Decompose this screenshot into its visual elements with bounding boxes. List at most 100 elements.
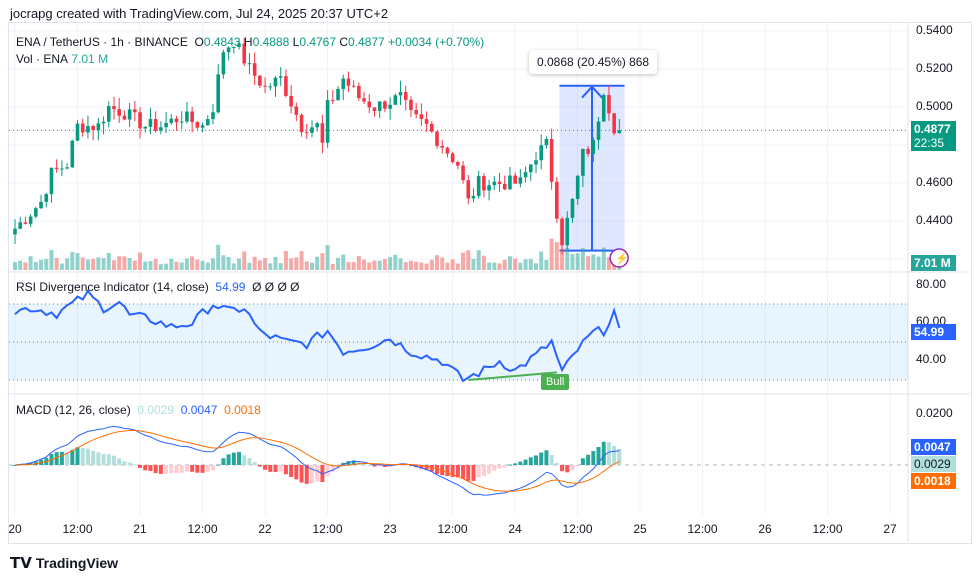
candle[interactable] bbox=[575, 175, 580, 199]
candle[interactable] bbox=[409, 99, 413, 111]
volume-label[interactable]: Vol · ENA bbox=[16, 52, 69, 66]
candle[interactable] bbox=[112, 106, 116, 110]
candle[interactable] bbox=[367, 101, 372, 108]
candle[interactable] bbox=[336, 88, 340, 101]
candle[interactable] bbox=[482, 176, 486, 191]
candle[interactable] bbox=[508, 175, 512, 190]
candle[interactable] bbox=[252, 63, 257, 76]
candle[interactable] bbox=[539, 145, 544, 161]
candle[interactable] bbox=[351, 85, 356, 87]
candle[interactable] bbox=[273, 77, 278, 87]
candle[interactable] bbox=[377, 101, 382, 112]
candle[interactable] bbox=[216, 74, 220, 113]
candle[interactable] bbox=[534, 160, 538, 165]
candle[interactable] bbox=[23, 222, 28, 224]
candle[interactable] bbox=[127, 109, 132, 120]
candle[interactable] bbox=[310, 127, 314, 133]
candle[interactable] bbox=[461, 165, 465, 181]
candle[interactable] bbox=[383, 101, 387, 109]
candle[interactable] bbox=[49, 167, 54, 195]
chart-frame[interactable] bbox=[8, 22, 972, 544]
candle[interactable] bbox=[492, 181, 497, 186]
candle[interactable] bbox=[440, 145, 445, 148]
candle[interactable] bbox=[80, 123, 85, 133]
candle[interactable] bbox=[200, 125, 205, 128]
candle[interactable] bbox=[211, 112, 215, 120]
candle[interactable] bbox=[398, 92, 403, 96]
candle[interactable] bbox=[91, 126, 95, 131]
candle[interactable] bbox=[299, 114, 304, 133]
candle[interactable] bbox=[346, 78, 351, 86]
candle[interactable] bbox=[320, 123, 325, 143]
candle[interactable] bbox=[341, 78, 346, 89]
candle[interactable] bbox=[284, 76, 288, 96]
candle[interactable] bbox=[560, 218, 564, 246]
candle[interactable] bbox=[96, 123, 101, 131]
candle[interactable] bbox=[247, 63, 252, 65]
candle[interactable] bbox=[174, 118, 179, 123]
candle[interactable] bbox=[13, 228, 17, 235]
candle[interactable] bbox=[513, 175, 517, 184]
candle[interactable] bbox=[565, 217, 570, 246]
candle[interactable] bbox=[101, 121, 106, 124]
candle[interactable] bbox=[185, 111, 189, 122]
candle[interactable] bbox=[133, 109, 137, 113]
candle[interactable] bbox=[612, 113, 616, 134]
candle[interactable] bbox=[502, 183, 507, 190]
candle[interactable] bbox=[555, 181, 559, 219]
candle[interactable] bbox=[258, 75, 262, 86]
candle[interactable] bbox=[523, 172, 528, 178]
candle[interactable] bbox=[86, 126, 90, 133]
candle[interactable] bbox=[195, 122, 200, 128]
candle[interactable] bbox=[54, 167, 59, 169]
candle[interactable] bbox=[44, 194, 49, 202]
rsi-label[interactable]: RSI Divergence Indicator (14, close) bbox=[16, 280, 209, 294]
candle[interactable] bbox=[159, 127, 163, 131]
candle[interactable] bbox=[164, 122, 168, 128]
candle[interactable] bbox=[581, 148, 585, 176]
candle[interactable] bbox=[263, 85, 267, 87]
candle[interactable] bbox=[528, 164, 533, 173]
candle[interactable] bbox=[414, 110, 418, 115]
candle[interactable] bbox=[294, 106, 299, 115]
candle[interactable] bbox=[388, 104, 392, 109]
macd-label[interactable]: MACD (12, 26, close) bbox=[16, 403, 131, 417]
candle[interactable] bbox=[221, 52, 226, 75]
candle[interactable] bbox=[430, 123, 434, 132]
candle[interactable] bbox=[148, 119, 153, 127]
candle[interactable] bbox=[237, 43, 241, 47]
candle[interactable] bbox=[497, 181, 502, 184]
candle[interactable] bbox=[28, 216, 33, 224]
lightning-icon[interactable] bbox=[609, 248, 629, 268]
candle[interactable] bbox=[586, 148, 590, 154]
symbol-name[interactable]: ENA / TetherUS · 1h · BINANCE bbox=[16, 35, 188, 49]
candle[interactable] bbox=[607, 95, 611, 114]
candle[interactable] bbox=[122, 115, 127, 120]
candle[interactable] bbox=[117, 109, 121, 116]
candle[interactable] bbox=[65, 167, 69, 169]
candle[interactable] bbox=[456, 161, 460, 166]
candle[interactable] bbox=[424, 119, 429, 124]
candle[interactable] bbox=[289, 95, 293, 107]
candle[interactable] bbox=[518, 177, 523, 184]
candle[interactable] bbox=[315, 123, 319, 128]
candle[interactable] bbox=[471, 196, 476, 199]
candle[interactable] bbox=[476, 176, 481, 197]
candle[interactable] bbox=[487, 185, 491, 191]
candle[interactable] bbox=[268, 86, 273, 88]
candle[interactable] bbox=[372, 107, 377, 112]
candle[interactable] bbox=[549, 138, 554, 182]
candle[interactable] bbox=[304, 132, 309, 134]
candle[interactable] bbox=[357, 86, 361, 99]
candle[interactable] bbox=[466, 180, 471, 199]
candle[interactable] bbox=[70, 140, 75, 168]
candle[interactable] bbox=[75, 123, 80, 141]
candle[interactable] bbox=[450, 153, 455, 162]
candle[interactable] bbox=[169, 118, 174, 123]
candle[interactable] bbox=[601, 95, 606, 122]
candle[interactable] bbox=[39, 201, 43, 209]
candle[interactable] bbox=[591, 139, 596, 154]
candle[interactable] bbox=[143, 126, 148, 129]
candle[interactable] bbox=[242, 43, 247, 64]
candle[interactable] bbox=[232, 46, 236, 48]
